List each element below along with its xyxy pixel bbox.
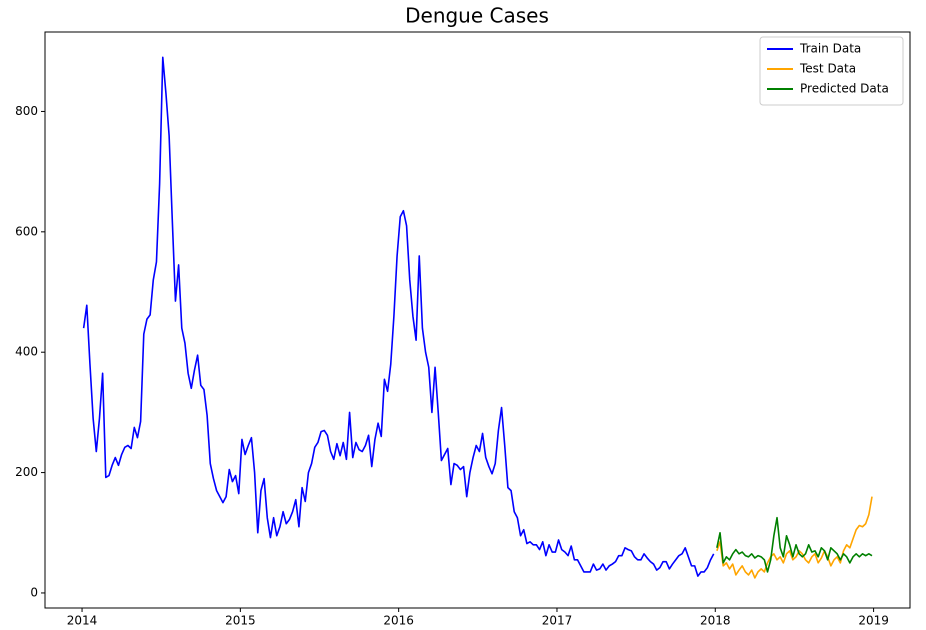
series-line <box>716 516 873 573</box>
series-line <box>716 496 873 579</box>
plot-frame <box>44 31 911 609</box>
y-tick-label: 800 <box>15 104 38 118</box>
x-tick-label: 2017 <box>542 614 573 628</box>
y-tick-label: 400 <box>15 345 38 359</box>
x-tick-label: 2014 <box>67 614 98 628</box>
legend-label: Test Data <box>799 62 856 76</box>
x-tick-label: 2016 <box>383 614 414 628</box>
series-line <box>82 56 715 577</box>
y-tick-label: 600 <box>15 224 38 238</box>
chart-title: Dengue Cases <box>405 4 549 28</box>
y-tick-label: 0 <box>30 585 38 599</box>
legend-box <box>759 36 904 106</box>
legend-label: Train Data <box>799 42 861 56</box>
x-tick-label: 2018 <box>700 614 731 628</box>
x-tick-label: 2019 <box>858 614 889 628</box>
x-tick-label: 2015 <box>225 614 256 628</box>
legend-label: Predicted Data <box>800 82 889 96</box>
y-tick-label: 200 <box>15 465 38 479</box>
